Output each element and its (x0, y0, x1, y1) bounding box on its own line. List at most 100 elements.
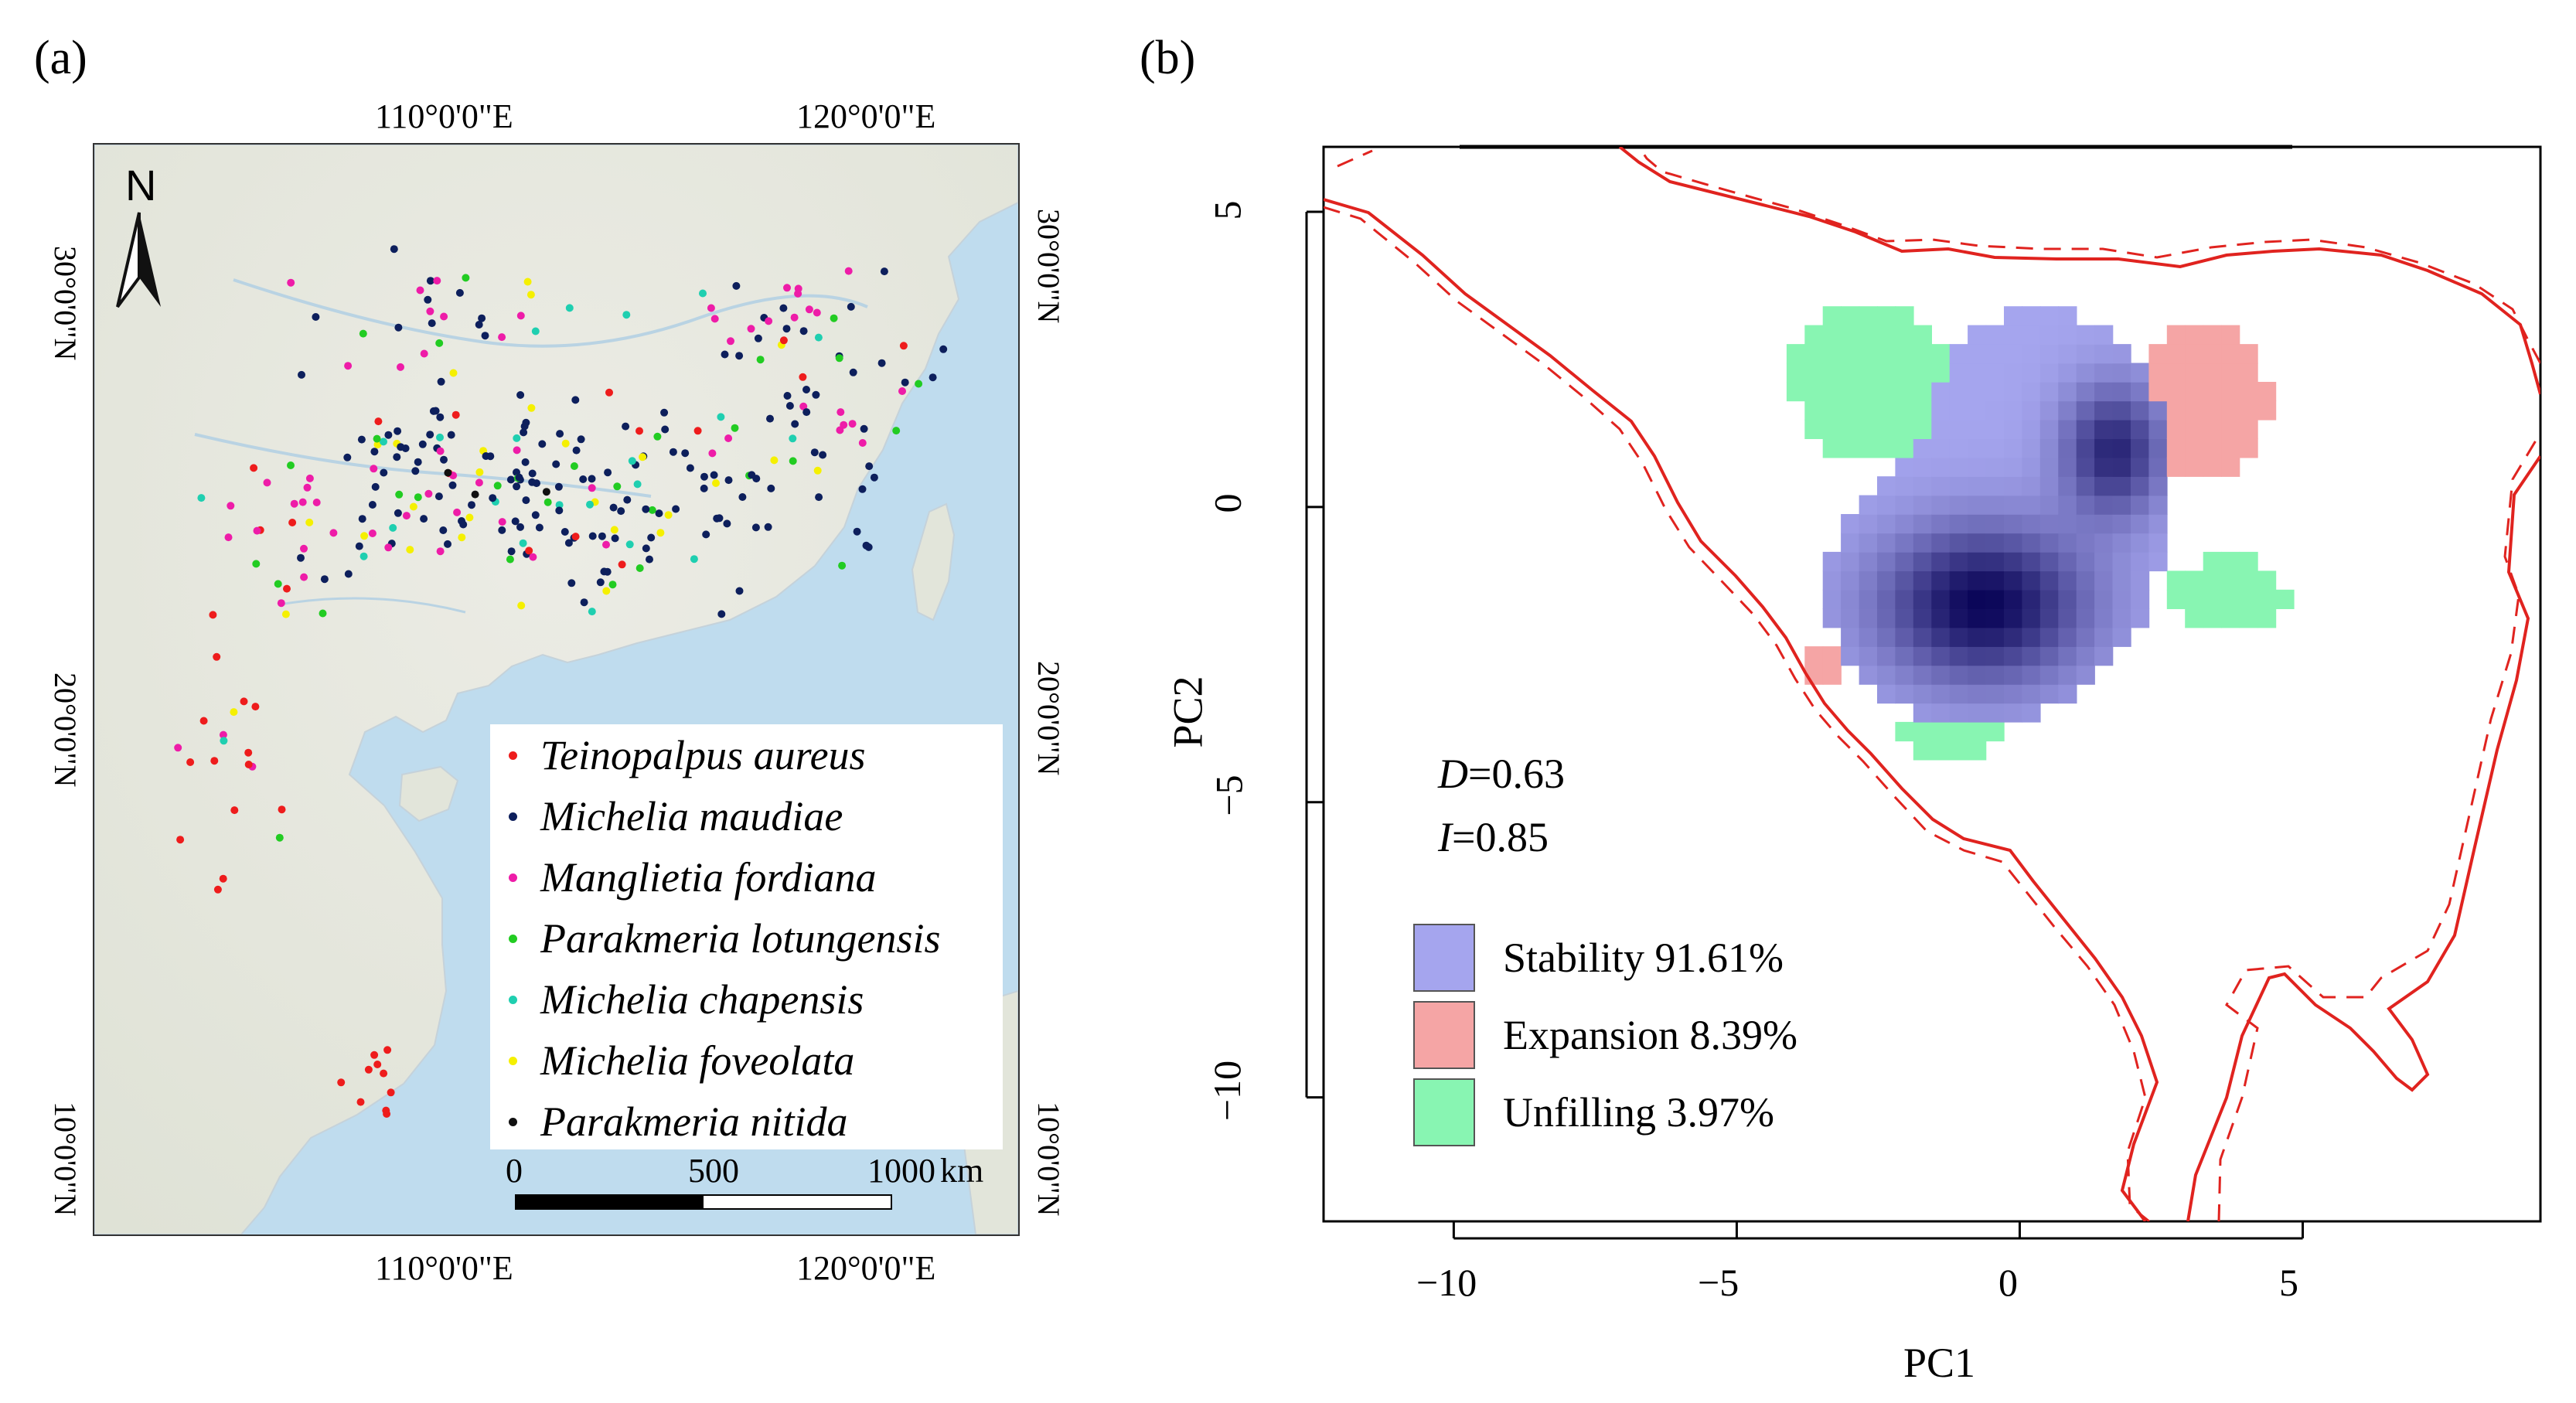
niche-cell (2076, 646, 2095, 666)
occurrence-point (555, 506, 564, 515)
occurrence-point (639, 453, 647, 461)
niche-cell (2058, 570, 2077, 591)
niche-cell (2022, 438, 2041, 458)
niche-cell (1841, 646, 1860, 666)
occurrence-point (389, 523, 397, 532)
niche-cell (2221, 382, 2240, 402)
occurrence-point (414, 458, 422, 466)
occurrence-point (543, 498, 552, 506)
occurrence-point (785, 402, 794, 410)
occurrence-point (420, 349, 428, 358)
occurrence-point (390, 245, 398, 254)
niche-cell (1968, 665, 1987, 685)
niche-cell (1913, 514, 1932, 534)
occurrence-point (700, 472, 708, 481)
niche-cell (1931, 363, 1951, 383)
occurrence-point (799, 373, 807, 381)
occurrence-point (220, 737, 228, 745)
occurrence-point (337, 1078, 346, 1087)
niche-cell (2131, 495, 2150, 515)
occurrence-point (721, 350, 729, 359)
niche-cell (1877, 306, 1896, 326)
occurrence-point (617, 507, 625, 516)
niche-cell (2022, 533, 2041, 553)
occurrence-point (899, 342, 908, 350)
niche-cell (2022, 457, 2041, 477)
occurrence-point (281, 610, 290, 618)
niche-cell (2112, 627, 2131, 647)
niche-cell (1949, 419, 1968, 439)
niche-cell (1931, 457, 1951, 477)
niche-cell (1968, 344, 1987, 364)
occurrence-point (635, 427, 643, 435)
niche-cell (2039, 457, 2059, 477)
niche-cell (1895, 721, 1914, 742)
niche-cell (1895, 400, 1914, 421)
occurrence-point (653, 432, 662, 441)
niche-cell (1968, 533, 1987, 553)
scale-label: 500 (688, 1152, 739, 1190)
niche-cell (2131, 514, 2150, 534)
taiwan-land (911, 502, 956, 621)
niche-cell (1913, 533, 1932, 553)
occurrence-point (506, 555, 514, 564)
niche-cell (1895, 665, 1914, 685)
occurrence-point (747, 325, 755, 333)
niche-cell (1931, 382, 1951, 402)
niche-cell (1822, 325, 1842, 345)
niche-cell (1931, 344, 1951, 364)
niche-cell (2022, 627, 2041, 647)
occurrence-point (735, 352, 744, 360)
occurrence-point (602, 540, 610, 549)
niche-cell (1949, 608, 1968, 628)
occurrence-point (794, 289, 802, 298)
niche-cell (1985, 627, 2005, 647)
niche-cell (2148, 344, 2168, 364)
occurrence-point (414, 493, 422, 502)
niche-cell (1877, 363, 1896, 383)
legend-item: Teinopalpus aureus (490, 732, 866, 778)
occurrence-point (686, 464, 694, 472)
occurrence-point (511, 517, 520, 526)
occurrence-point (516, 391, 525, 399)
niche-cell (1968, 551, 1987, 572)
niche-cell (2004, 344, 2023, 364)
occurrence-point (303, 483, 312, 492)
niche-cell (1877, 476, 1896, 496)
legend-item: Michelia chapensis (490, 976, 864, 1023)
niche-cell (1913, 665, 1932, 685)
occurrence-point (702, 530, 710, 539)
occurrence-point (783, 284, 791, 292)
occurrence-point (244, 761, 253, 768)
niche-cell (1931, 514, 1951, 534)
occurrence-point (625, 540, 634, 549)
niche-cell (1841, 570, 1860, 591)
niche-cell (1949, 382, 1968, 402)
niche-cell (1895, 495, 1914, 515)
niche-cell (1859, 665, 1878, 685)
niche-cell (1895, 457, 1914, 477)
panel-a-label: (a) (34, 32, 87, 84)
niche-cell (1913, 325, 1932, 345)
occurrence-point (380, 438, 387, 446)
scale-bar-black (515, 1194, 702, 1210)
niche-cell (1895, 476, 1914, 496)
occurrence-point (513, 446, 521, 455)
niche-cell (1913, 344, 1932, 364)
occurrence-point (528, 469, 537, 478)
niche-cell (1931, 495, 1951, 515)
niche-cell (1895, 325, 1914, 345)
niche-cell (2094, 589, 2114, 609)
niche-cell (1841, 608, 1860, 628)
occurrence-point (813, 308, 821, 317)
occurrence-point (498, 333, 506, 342)
occurrence-point (766, 414, 774, 423)
niche-cell (1985, 419, 2005, 439)
occurrence-point (344, 570, 353, 578)
niche-cell (2166, 457, 2186, 477)
niche-cell (2112, 400, 2131, 421)
niche-cell (1859, 551, 1878, 572)
occurrence-point (210, 757, 219, 765)
niche-cell (1931, 570, 1951, 591)
niche-cell (1841, 627, 1860, 647)
